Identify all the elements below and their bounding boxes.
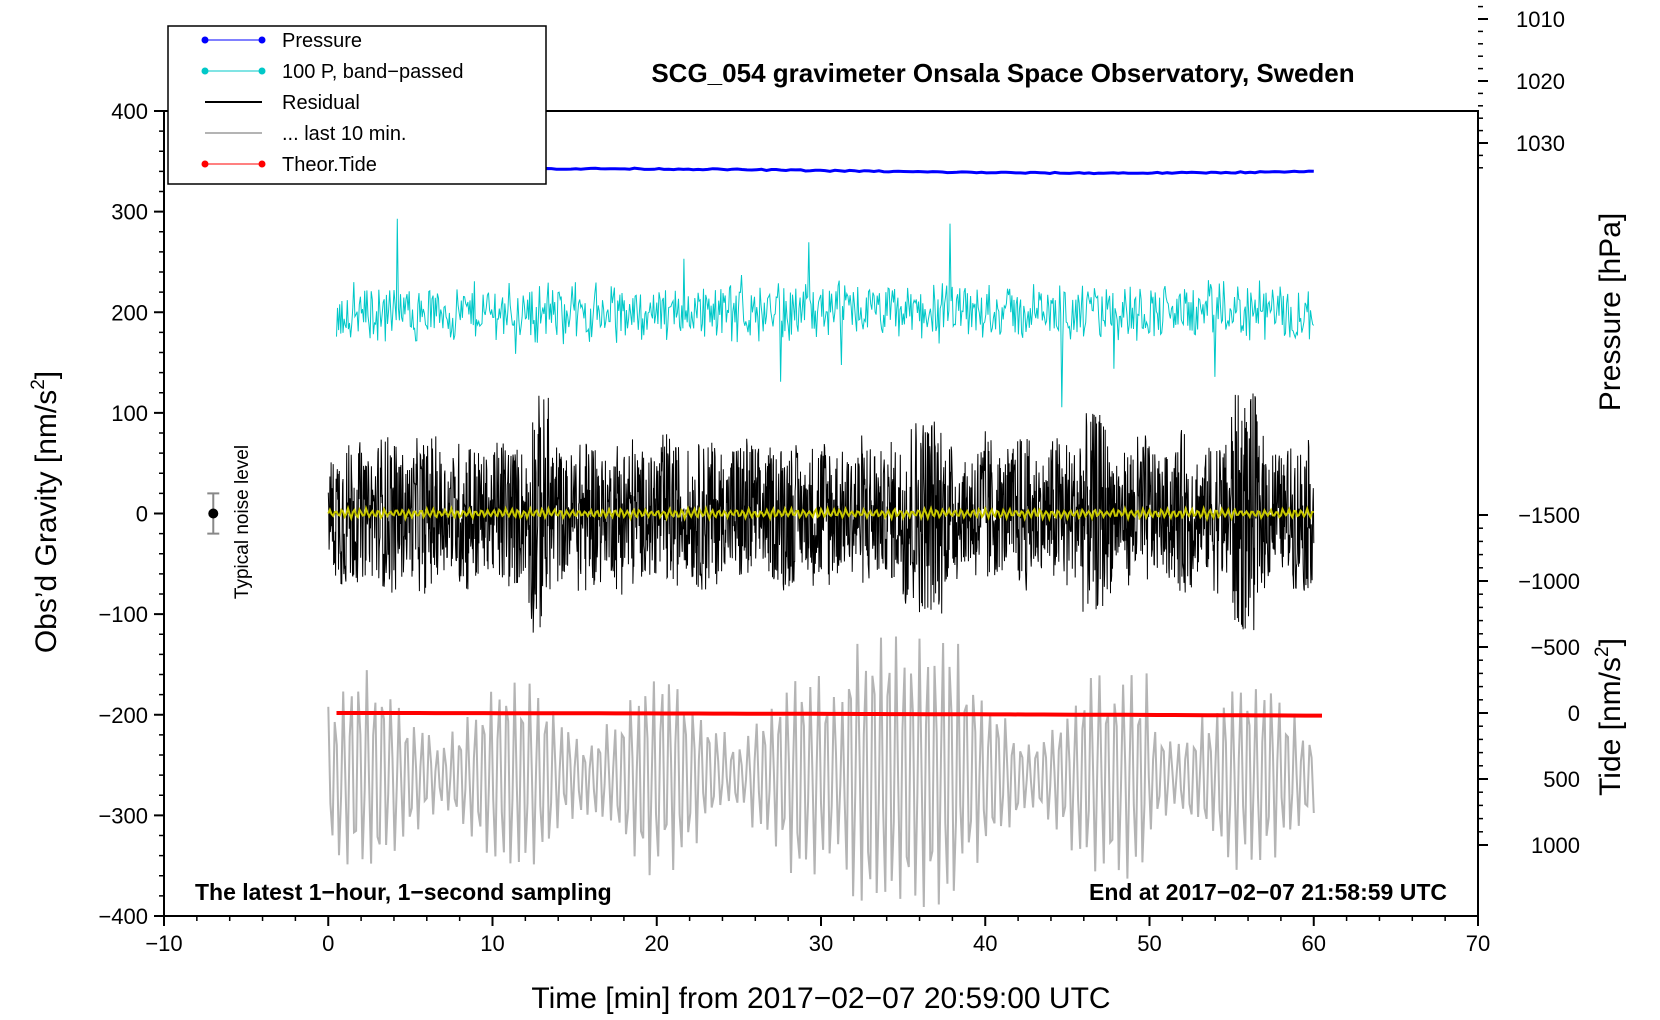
y-axis-tide: 1000 500 0 −500 −1000 −1500: [1478, 503, 1580, 858]
residual-line: [327, 393, 1315, 633]
pressure-tick-label: 1030: [1516, 131, 1565, 156]
theor-tide-line: [336, 711, 1322, 718]
y-tick-label: 300: [111, 200, 148, 225]
tide-tick-label: 500: [1543, 767, 1580, 792]
legend-label: Residual: [282, 92, 360, 114]
theor-tide-series: [336, 711, 1322, 718]
y-tick-label: 400: [111, 99, 148, 124]
tide-tick-label: 1000: [1531, 833, 1580, 858]
tide-tick-label: −1000: [1518, 569, 1580, 594]
tide-tick-label: −1500: [1518, 503, 1580, 528]
noise-level-point: [208, 508, 219, 519]
note-end-time: End at 2017−02−07 21:58:59 UTC: [1089, 879, 1447, 905]
y-tick-label: −400: [98, 904, 148, 929]
y-tick-label: 100: [111, 401, 148, 426]
tide-tick-label: −500: [1530, 635, 1580, 660]
band-passed-pressure-series: [336, 218, 1315, 408]
y-axis-pressure: 1030102010101000990980: [1478, 5, 1565, 169]
y-axis-title-gravity: Obs’d Gravity [nm/s2]: [28, 371, 63, 653]
x-tick-label: 20: [645, 931, 669, 956]
last-10-min-line: [327, 636, 1315, 908]
x-tick-label: 30: [809, 931, 833, 956]
legend-swatch-dot: [201, 36, 209, 44]
x-tick-label: 40: [973, 931, 997, 956]
smoothed-residual-line: [327, 504, 1314, 523]
legend-box: [167, 25, 547, 185]
y-tick-label: 200: [111, 300, 148, 325]
x-tick-label: 50: [1137, 931, 1161, 956]
y-tick-label: −300: [98, 803, 148, 828]
noise-level-marker: Typical noise level: [207, 445, 253, 599]
x-tick-label: 60: [1302, 931, 1326, 956]
legend-swatch-dot: [258, 160, 266, 168]
y-axis-gravity: 400 300 200 100 0 −100 −200 −300 −400: [98, 99, 164, 929]
residual-series: [327, 393, 1315, 633]
band-passed-line: [336, 218, 1315, 408]
legend-swatch-dot: [258, 67, 266, 75]
legend-swatch-dot: [201, 160, 209, 168]
legend-swatch-dot: [258, 36, 266, 44]
y-tick-label: −200: [98, 703, 148, 728]
last-10-min-series: [327, 636, 1315, 908]
legend-swatch-dot: [201, 67, 209, 75]
legend-label: Pressure: [282, 30, 362, 52]
x-tick-label: −10: [145, 931, 182, 956]
pressure-tick-label: 1010: [1516, 7, 1565, 32]
legend: Pressure 100 P, band−passed Residual ... la…: [167, 25, 547, 185]
x-tick-label: 0: [322, 931, 334, 956]
x-axis-title: Time [min] from 2017−02−07 20:59:00 UTC: [531, 982, 1110, 1015]
y-axis-title-pressure: Pressure [hPa]: [1594, 213, 1627, 411]
y-axis-title-tide: Tide [nm/s2]: [1592, 638, 1627, 796]
x-tick-label: 70: [1466, 931, 1490, 956]
legend-label: 100 P, band−passed: [282, 61, 463, 83]
x-axis: −10 0 10 20 30 40 50 60 70: [145, 916, 1490, 956]
noise-level-label: Typical noise level: [232, 445, 253, 599]
legend-label: Theor.Tide: [282, 154, 377, 176]
legend-label: ... last 10 min.: [282, 123, 407, 145]
y-tick-label: −100: [98, 602, 148, 627]
tide-tick-label: 0: [1568, 701, 1580, 726]
note-sampling: The latest 1−hour, 1−second sampling: [195, 879, 612, 905]
pressure-tick-label: 1020: [1516, 69, 1565, 94]
smoothed-residual-series: [327, 504, 1314, 523]
chart-title: SCG_054 gravimeter Onsala Space Observat…: [651, 58, 1354, 88]
y-tick-label: 0: [136, 502, 148, 527]
x-tick-label: 10: [480, 931, 504, 956]
